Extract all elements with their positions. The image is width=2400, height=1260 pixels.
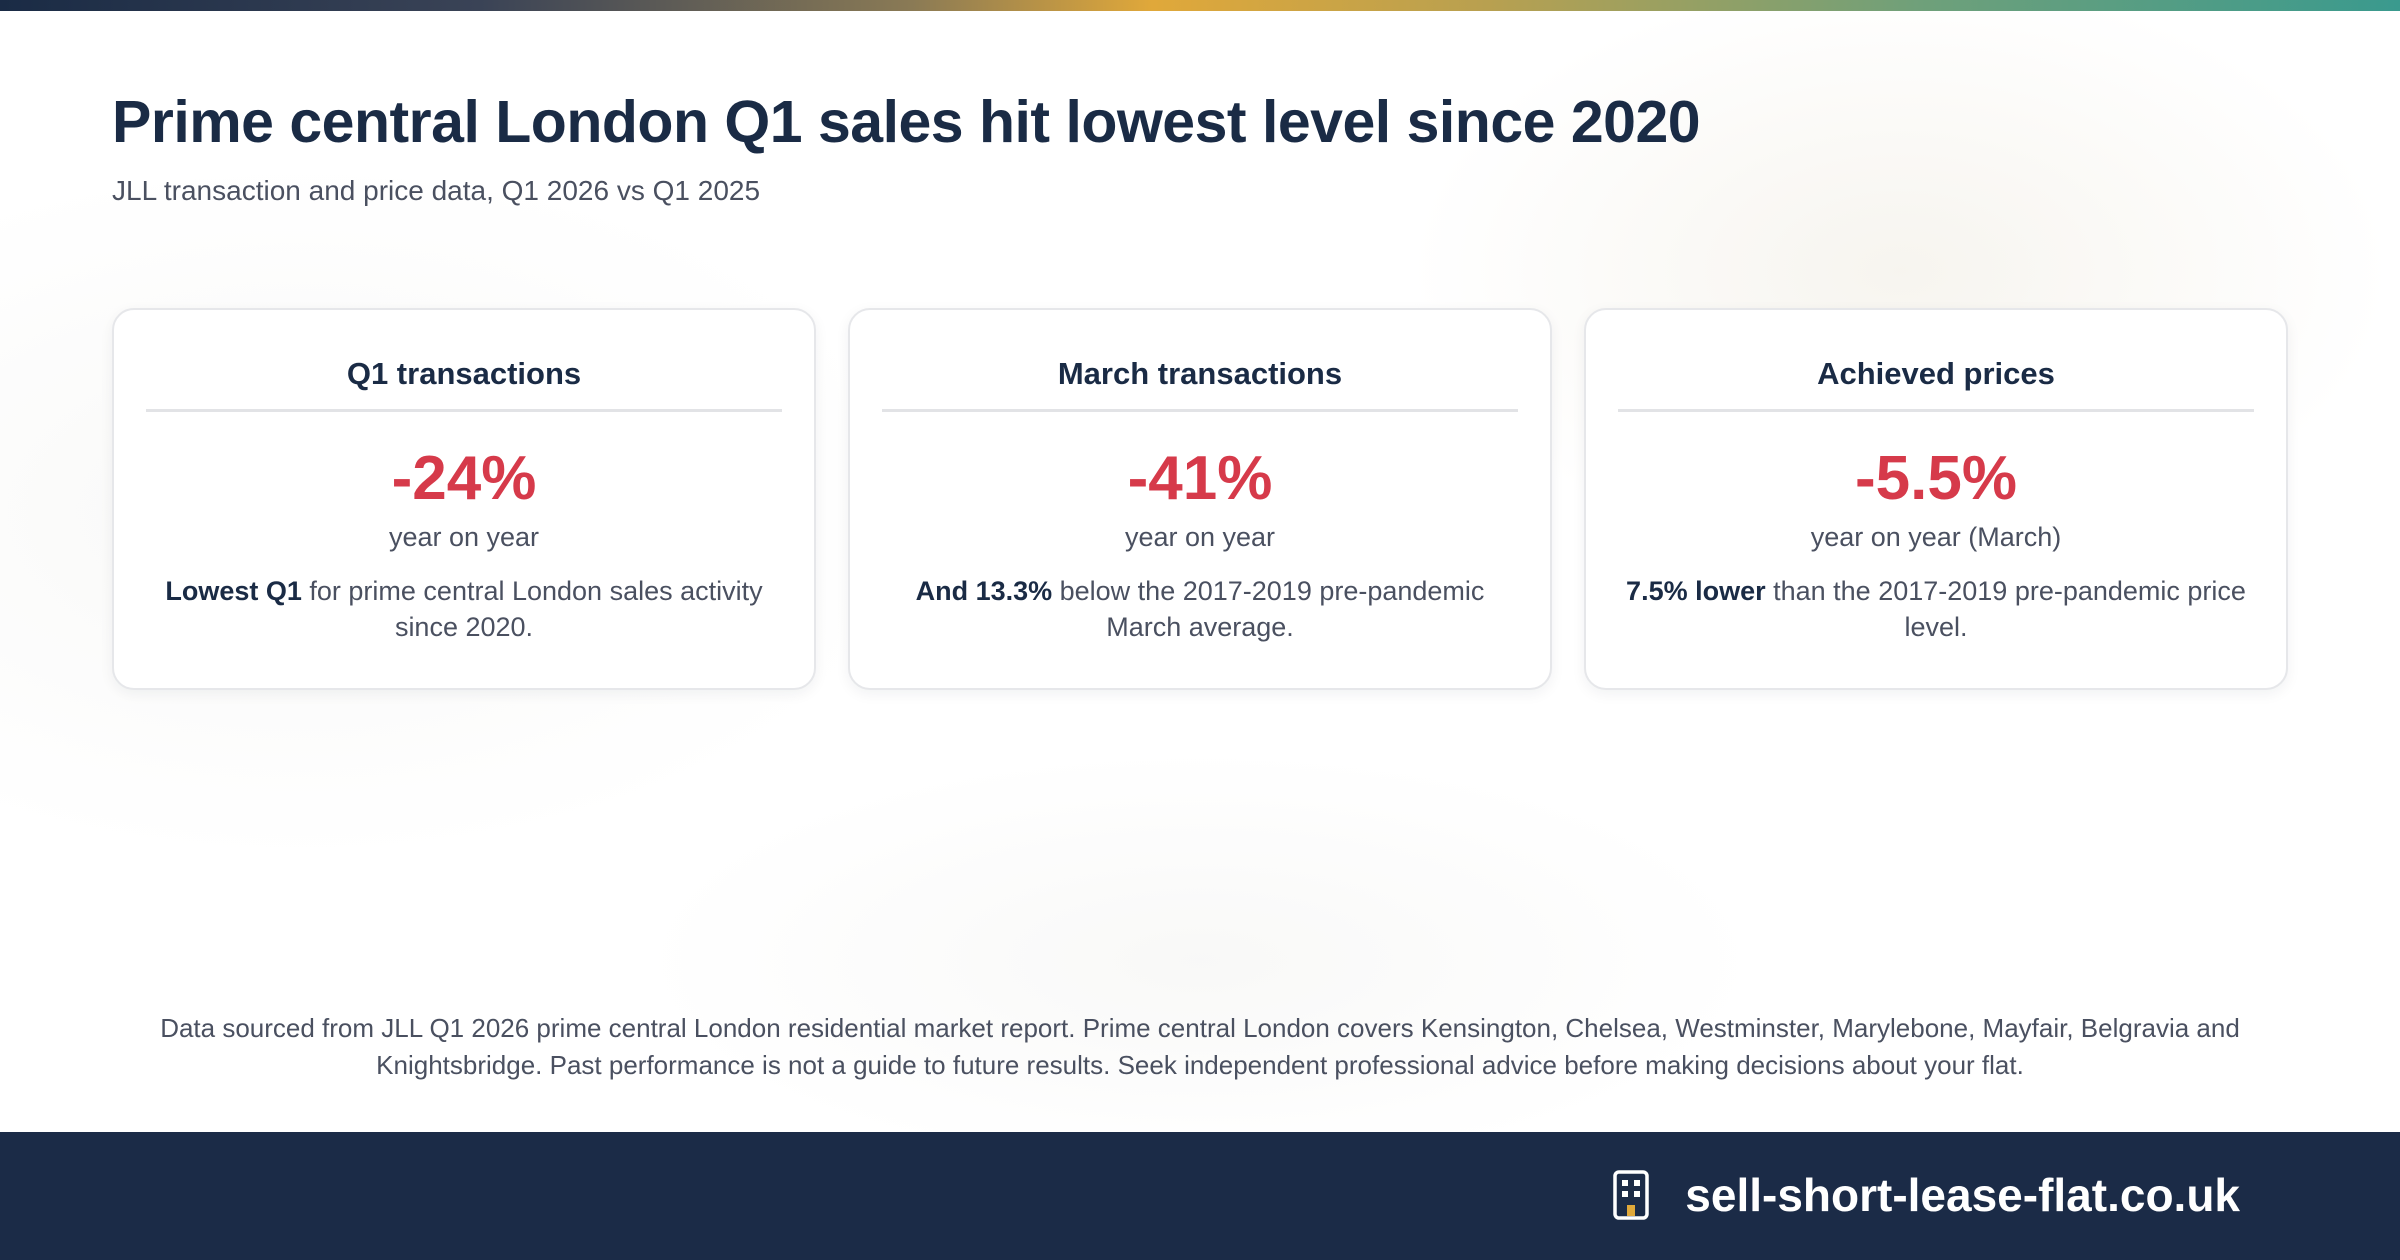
stat-card-note: And 13.3% below the 2017-2019 pre-pandem… <box>882 573 1518 645</box>
top-gradient-bar <box>0 0 2400 11</box>
stat-card-note-bold: 7.5% lower <box>1626 576 1766 606</box>
footer-bar: sell-short-lease-flat.co.uk <box>0 1132 2400 1260</box>
stat-card-note: Lowest Q1 for prime central London sales… <box>146 573 782 645</box>
stat-card-value: -5.5% <box>1855 444 2017 513</box>
stat-card-q1-transactions: Q1 transactions -24% year on year Lowest… <box>112 308 816 690</box>
stat-card-note-bold: Lowest Q1 <box>165 576 302 606</box>
stat-card-title: Achieved prices <box>1618 310 2254 412</box>
page-title: Prime central London Q1 sales hit lowest… <box>112 89 1701 155</box>
stat-card-unit: year on year (March) <box>1810 522 2062 552</box>
stat-card-march-transactions: March transactions -41% year on year And… <box>848 308 1552 690</box>
brand-link[interactable]: sell-short-lease-flat.co.uk <box>1613 1168 2240 1222</box>
disclaimer-text: Data sourced from JLL Q1 2026 prime cent… <box>160 1013 2240 1080</box>
stat-card-title: Q1 transactions <box>146 310 782 412</box>
stat-card-value: -41% <box>1127 444 1273 513</box>
stat-card-note-text: below the 2017-2019 pre-pandemic March a… <box>1052 576 1485 642</box>
stat-card-title: March transactions <box>882 310 1518 412</box>
brand-name: sell-short-lease-flat.co.uk <box>1685 1169 2240 1221</box>
stat-card-value: -24% <box>391 444 537 513</box>
stat-card-note-text: for prime central London sales activity … <box>301 576 763 642</box>
page-subtitle: JLL transaction and price data, Q1 2026 … <box>112 175 761 206</box>
stat-cards: Q1 transactions -24% year on year Lowest… <box>112 308 2288 690</box>
stat-card-unit: year on year <box>388 522 540 552</box>
stat-card-note: 7.5% lower than the 2017-2019 pre-pandem… <box>1618 573 2254 645</box>
stat-card-unit: year on year <box>1124 522 1276 552</box>
stat-card-achieved-prices: Achieved prices -5.5% year on year (Marc… <box>1584 308 2288 690</box>
building-icon <box>1613 1170 1650 1220</box>
stat-card-note-bold: And 13.3% <box>915 576 1053 606</box>
stat-card-note-text: than the 2017-2019 pre-pandemic price le… <box>1765 576 2246 642</box>
